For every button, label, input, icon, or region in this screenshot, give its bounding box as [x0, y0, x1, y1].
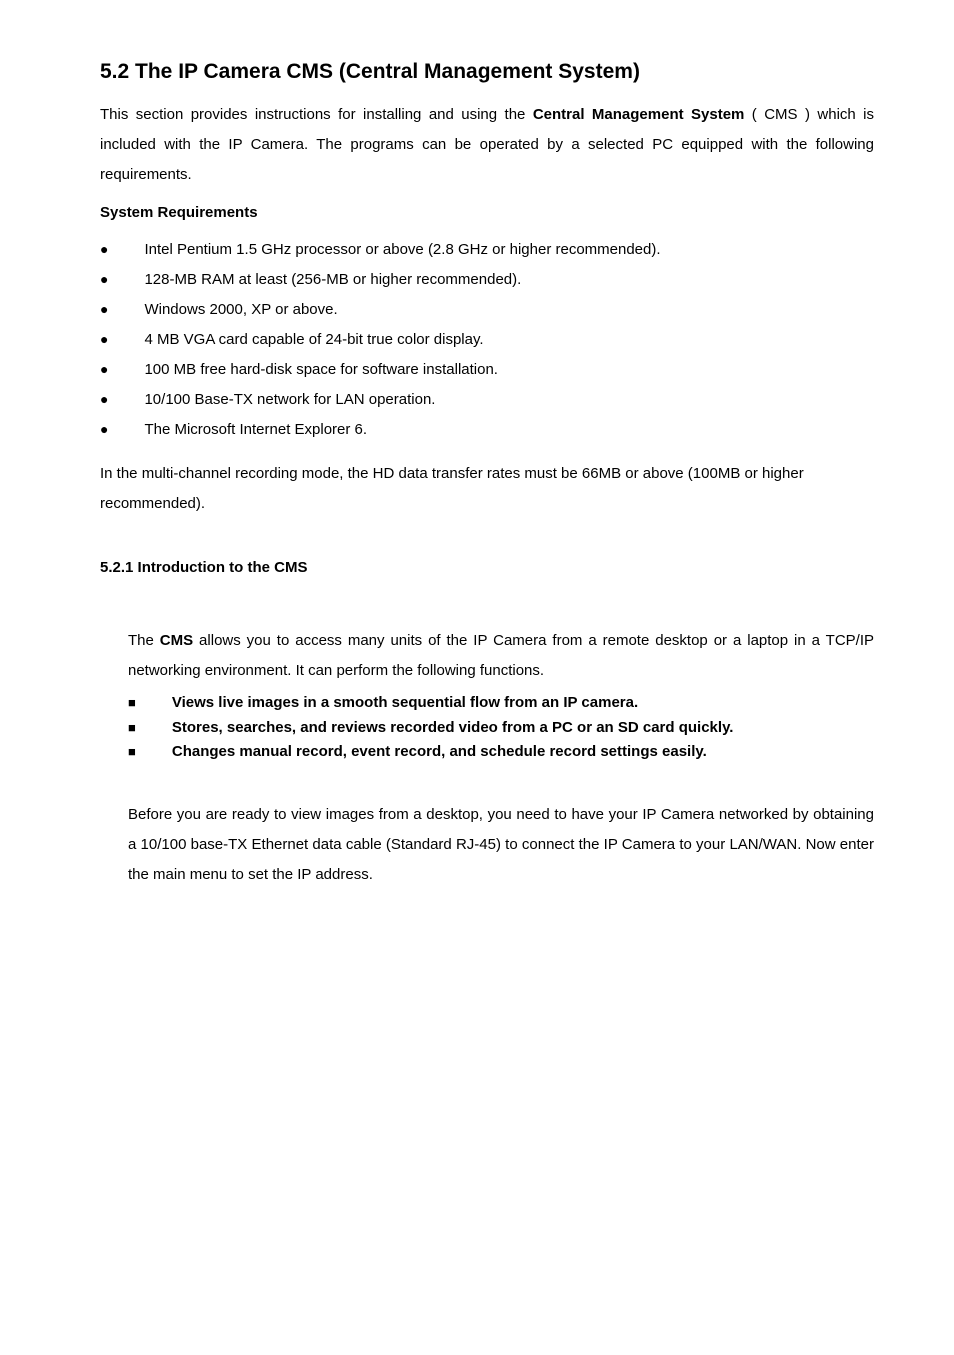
list-item-text: Stores, searches, and reviews recorded v… — [172, 717, 734, 740]
list-item-text: 4 MB VGA card capable of 24-bit true col… — [144, 325, 483, 355]
section-heading: 5.2 The IP Camera CMS (Central Managemen… — [100, 60, 874, 84]
intro-pre: This section provides instructions for i… — [100, 106, 533, 123]
list-item: ● Windows 2000, XP or above. — [100, 295, 874, 325]
subsection-heading: 5.2.1 Introduction to the CMS — [100, 559, 874, 576]
features-list: ■ Views live images in a smooth sequenti… — [128, 692, 874, 764]
body1-post: allows you to access many units of the I… — [128, 632, 874, 679]
bullet-icon: ● — [100, 235, 108, 263]
list-item-text: Intel Pentium 1.5 GHz processor or above… — [144, 235, 660, 265]
intro-paragraph: This section provides instructions for i… — [100, 100, 874, 190]
body1-bold: CMS — [160, 632, 193, 649]
list-item: ■ Views live images in a smooth sequenti… — [128, 692, 874, 715]
square-icon: ■ — [128, 742, 136, 762]
square-icon: ■ — [128, 718, 136, 738]
system-requirements-list: ● Intel Pentium 1.5 GHz processor or abo… — [100, 235, 874, 445]
list-item: ● The Microsoft Internet Explorer 6. — [100, 415, 874, 445]
list-item: ■ Stores, searches, and reviews recorded… — [128, 717, 874, 740]
intro-bold: Central Management System — [533, 106, 745, 123]
list-item: ● 4 MB VGA card capable of 24-bit true c… — [100, 325, 874, 355]
list-item: ● 128-MB RAM at least (256-MB or higher … — [100, 265, 874, 295]
bullet-icon: ● — [100, 385, 108, 413]
list-item-text: The Microsoft Internet Explorer 6. — [144, 415, 367, 445]
list-item-text: Windows 2000, XP or above. — [144, 295, 337, 325]
list-item-text: 100 MB free hard-disk space for software… — [144, 355, 498, 385]
list-item: ● 100 MB free hard-disk space for softwa… — [100, 355, 874, 385]
bullet-icon: ● — [100, 265, 108, 293]
square-icon: ■ — [128, 693, 136, 713]
list-item: ● 10/100 Base-TX network for LAN operati… — [100, 385, 874, 415]
list-item: ● Intel Pentium 1.5 GHz processor or abo… — [100, 235, 874, 265]
system-requirements-heading: System Requirements — [100, 204, 874, 221]
bullet-icon: ● — [100, 355, 108, 383]
list-item-text: 128-MB RAM at least (256-MB or higher re… — [144, 265, 521, 295]
closing-paragraph: Before you are ready to view images from… — [128, 800, 874, 890]
bullet-icon: ● — [100, 415, 108, 443]
post-requirements-paragraph: In the multi-channel recording mode, the… — [100, 459, 874, 519]
list-item-text: Views live images in a smooth sequential… — [172, 692, 638, 715]
body-paragraph-1: The CMS allows you to access many units … — [128, 626, 874, 686]
list-item: ■ Changes manual record, event record, a… — [128, 741, 874, 764]
body1-pre: The — [128, 632, 160, 649]
list-item-text: Changes manual record, event record, and… — [172, 741, 707, 764]
list-item-text: 10/100 Base-TX network for LAN operation… — [144, 385, 435, 415]
bullet-icon: ● — [100, 295, 108, 323]
bullet-icon: ● — [100, 325, 108, 353]
